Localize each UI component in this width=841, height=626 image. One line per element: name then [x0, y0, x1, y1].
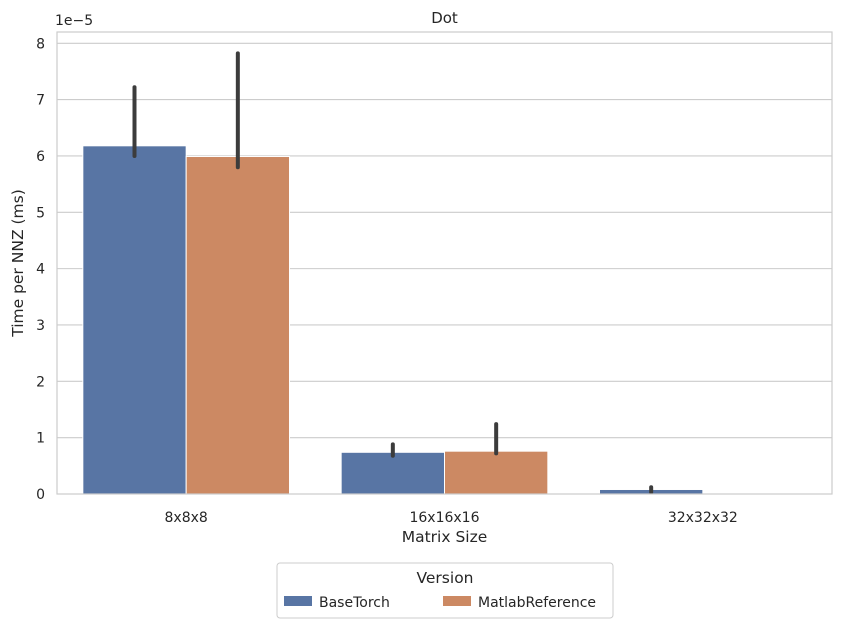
- y-tick-label: 1: [36, 431, 45, 447]
- legend-label: BaseTorch: [319, 595, 390, 611]
- bar-basetorch-16x16x16: [340, 451, 445, 495]
- legend-item-basetorch: BaseTorch: [284, 595, 390, 611]
- y-tick-label: 2: [36, 374, 45, 390]
- bars: [82, 145, 704, 495]
- chart-title: Dot: [431, 9, 458, 27]
- y-offset-label: 1e−5: [55, 13, 93, 29]
- bar-matlabreference-16x16x16: [444, 450, 549, 495]
- y-tick-label: 5: [36, 205, 45, 221]
- legend-swatch: [443, 596, 471, 606]
- bar-matlabreference-8x8x8: [185, 156, 291, 495]
- legend-title: Version: [417, 569, 474, 587]
- y-tick-label: 3: [36, 318, 45, 334]
- legend: Version BaseTorch MatlabReference: [276, 562, 614, 619]
- bar-basetorch-8x8x8: [82, 145, 187, 495]
- legend-swatch: [284, 596, 312, 606]
- y-tick-label: 4: [36, 262, 45, 278]
- y-tick-label: 7: [36, 93, 45, 109]
- x-tick-label: 16x16x16: [409, 510, 479, 526]
- y-tick-labels: 0 1 2 3 4 5 6 7 8: [36, 36, 45, 503]
- x-tick-labels: 8x8x8 16x16x16 32x32x32: [165, 510, 738, 526]
- y-tick-label: 0: [36, 487, 45, 503]
- x-tick-label: 8x8x8: [165, 510, 208, 526]
- legend-box: [276, 562, 614, 619]
- x-tick-label: 32x32x32: [668, 510, 738, 526]
- y-axis-label: Time per NNZ (ms): [9, 189, 27, 338]
- legend-items: BaseTorch MatlabReference: [284, 595, 596, 611]
- y-tick-label: 6: [36, 149, 45, 165]
- error-bars: [132, 51, 654, 495]
- legend-label: MatlabReference: [478, 595, 596, 611]
- legend-item-matlabreference: MatlabReference: [443, 595, 596, 611]
- y-tick-label: 8: [36, 36, 45, 52]
- x-axis-label: Matrix Size: [402, 528, 488, 546]
- plot-frame: [56, 31, 833, 495]
